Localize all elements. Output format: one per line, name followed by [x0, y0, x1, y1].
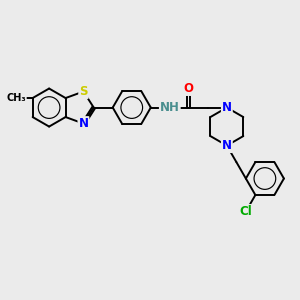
- Text: S: S: [79, 85, 88, 98]
- Text: N: N: [222, 139, 232, 152]
- Text: CH₃: CH₃: [6, 93, 26, 103]
- Text: Cl: Cl: [239, 205, 252, 218]
- Text: O: O: [184, 82, 194, 95]
- Text: N: N: [79, 117, 88, 130]
- Text: N: N: [222, 101, 232, 114]
- Text: NH: NH: [160, 101, 180, 114]
